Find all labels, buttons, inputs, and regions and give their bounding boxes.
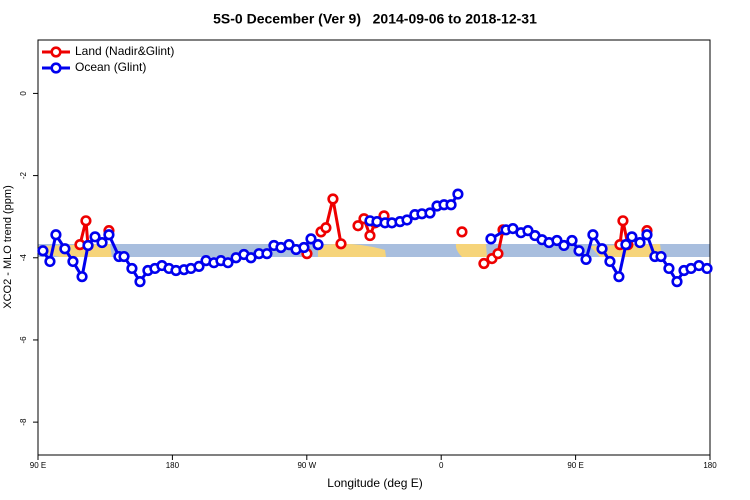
point <box>671 276 683 288</box>
point <box>59 243 71 255</box>
x-tick-label: 0 <box>439 461 444 470</box>
point <box>492 248 504 260</box>
point <box>126 262 138 275</box>
point <box>478 257 490 270</box>
point <box>37 245 49 257</box>
point <box>401 214 413 226</box>
point <box>76 271 88 283</box>
land-band <box>38 244 112 257</box>
point <box>352 220 364 232</box>
point <box>620 239 632 251</box>
point <box>89 231 101 243</box>
point <box>456 226 468 238</box>
point <box>327 193 339 205</box>
point <box>655 250 667 263</box>
point <box>663 262 675 275</box>
legend-label: Ocean (Glint) <box>75 60 146 74</box>
x-tick-label: 90 E <box>30 461 46 470</box>
point <box>558 239 570 252</box>
point <box>320 222 332 234</box>
legend-marker <box>50 62 62 74</box>
point <box>335 238 347 250</box>
point <box>580 253 592 266</box>
y-tick-label: -4 <box>19 254 28 262</box>
point <box>298 241 310 254</box>
x-tick-label: 180 <box>166 461 180 470</box>
point <box>50 229 62 241</box>
point <box>364 229 376 242</box>
point <box>312 239 324 251</box>
legend-marker <box>50 46 62 58</box>
x-tick-label: 90 W <box>297 461 316 470</box>
point <box>634 236 646 249</box>
point <box>551 234 563 247</box>
point <box>103 229 115 241</box>
point <box>67 255 79 268</box>
point <box>118 250 130 263</box>
point <box>617 215 629 227</box>
point <box>641 229 653 241</box>
point <box>261 248 273 260</box>
legend-label: Land (Nadir&Glint) <box>75 44 174 58</box>
y-tick-label: 0 <box>19 91 28 96</box>
y-tick-label: -8 <box>19 418 28 426</box>
point <box>604 255 616 268</box>
point <box>134 276 146 288</box>
point <box>82 239 94 252</box>
plot-frame <box>37 39 711 456</box>
point <box>222 257 234 269</box>
surface-band <box>38 243 710 257</box>
point <box>566 234 578 247</box>
point <box>445 199 457 211</box>
point <box>626 231 638 243</box>
point <box>80 215 92 227</box>
point <box>452 188 464 200</box>
point <box>522 225 534 237</box>
point <box>305 233 317 245</box>
point <box>596 243 608 255</box>
x-tick-label: 90 E <box>567 461 583 470</box>
x-axis-title: Longitude (deg E) <box>327 476 422 490</box>
point <box>587 229 599 241</box>
point <box>424 207 436 219</box>
point <box>44 255 56 268</box>
point <box>573 245 585 257</box>
y-tick-label: -2 <box>19 171 28 179</box>
point <box>96 236 108 249</box>
x-tick-label: 180 <box>703 461 717 470</box>
y-axis-title: XCO2 - MLO trend (ppm) <box>2 185 14 308</box>
point <box>485 233 497 245</box>
point <box>193 260 205 273</box>
y-tick-label: -6 <box>19 336 28 344</box>
point <box>283 239 295 251</box>
point <box>613 271 625 283</box>
land-band <box>455 244 487 257</box>
point <box>701 262 713 275</box>
chart-title: 5S-0 December (Ver 9) 2014-09-06 to 2018… <box>213 11 537 27</box>
land-band <box>318 243 386 257</box>
